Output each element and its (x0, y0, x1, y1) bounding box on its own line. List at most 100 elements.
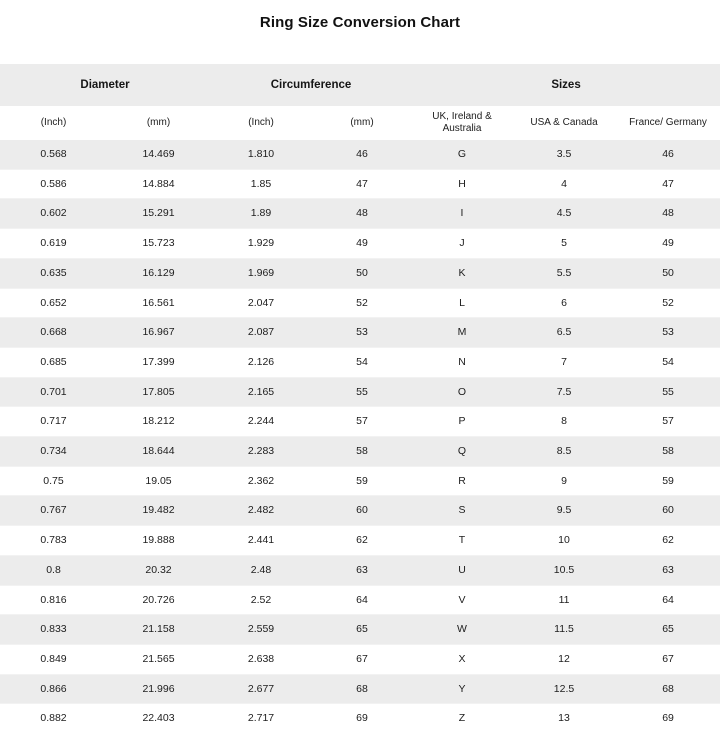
column-header-size-uk: UK, Ireland & Australia (432, 110, 492, 135)
table-body: 0.568 14.469 1.810 46 G 3.5 46 0.586 14.884 1.85 4… (0, 140, 720, 733)
cell-circumference-inch: 1.969 (210, 258, 312, 289)
cell-diameter-inch: 0.619 (0, 228, 107, 259)
cell-diameter-mm: 21.158 (107, 614, 210, 645)
cell-circumference-inch: 1.85 (210, 169, 312, 200)
cell-size-usa: 6.5 (512, 317, 617, 348)
cell-circumference-mm: 52 (312, 288, 413, 319)
cell-circumference-mm: 54 (312, 347, 413, 378)
cell-diameter-mm: 14.884 (107, 169, 210, 200)
cell-size-usa: 11 (512, 585, 617, 616)
cell-size-uk: L (412, 288, 513, 319)
cell-size-france: 65 (616, 614, 720, 645)
cell-size-uk: Z (458, 712, 466, 725)
table-row: 0.701 17.805 2.165 55 O 7.5 55 (0, 377, 720, 408)
cell-diameter-inch: 0.717 (0, 406, 107, 438)
cell-circumference-mm: 50 (312, 258, 413, 289)
cell-circumference-mm: 69 (356, 712, 368, 725)
cell-diameter-inch: 0.602 (0, 198, 107, 230)
cell-size-france: 67 (616, 644, 720, 675)
cell-size-usa: 13 (558, 712, 570, 725)
cell-size-usa: 8.5 (512, 436, 617, 467)
cell-diameter-mm: 19.05 (107, 466, 210, 497)
cell-circumference-inch: 2.638 (210, 644, 312, 675)
cell-diameter-mm: 19.482 (107, 495, 210, 527)
cell-size-usa: 9 (512, 466, 617, 497)
cell-size-uk: V (412, 585, 513, 616)
cell-size-france: 59 (616, 466, 720, 497)
cell-size-usa: 9.5 (512, 495, 617, 527)
cell-circumference-mm: 62 (312, 525, 413, 556)
page-title: Ring Size Conversion Chart (259, 14, 461, 31)
column-header-circumference-mm: (mm) (350, 116, 374, 128)
cell-size-france: 52 (616, 288, 720, 319)
cell-diameter-inch: 0.652 (0, 288, 107, 319)
cell-size-uk: J (412, 228, 513, 259)
cell-circumference-mm: 53 (312, 317, 413, 348)
cell-diameter-mm: 16.561 (107, 288, 210, 319)
cell-size-uk: S (412, 495, 513, 527)
cell-diameter-mm: 18.212 (107, 406, 210, 438)
cell-circumference-mm: 58 (312, 436, 413, 467)
table-row: 0.8 20.32 2.48 63 U 10.5 63 (0, 555, 720, 586)
group-header-diameter: Diameter (80, 79, 130, 91)
cell-size-usa: 5.5 (512, 258, 617, 289)
cell-diameter-inch: 0.685 (0, 347, 107, 378)
cell-circumference-mm: 49 (312, 228, 413, 259)
table-row: 0.866 21.996 2.677 68 Y 12.5 68 (0, 674, 720, 705)
cell-size-france: 53 (616, 317, 720, 348)
cell-size-usa: 10 (512, 525, 617, 556)
cell-size-usa: 4.5 (512, 198, 617, 230)
cell-size-usa: 4 (512, 169, 617, 200)
cell-size-uk: K (412, 258, 513, 289)
cell-size-usa: 12 (512, 644, 617, 675)
cell-size-usa: 8 (512, 406, 617, 438)
cell-circumference-inch: 2.717 (247, 712, 275, 725)
cell-size-uk: P (412, 406, 513, 438)
cell-circumference-inch: 1.929 (210, 228, 312, 259)
cell-circumference-mm: 55 (312, 377, 413, 408)
group-header-sizes: Sizes (551, 79, 581, 91)
cell-circumference-inch: 2.52 (210, 585, 312, 616)
cell-size-usa: 7 (512, 347, 617, 378)
table-row: 0.586 14.884 1.85 47 H 4 47 (0, 169, 720, 200)
cell-circumference-inch: 2.362 (210, 466, 312, 497)
cell-circumference-mm: 48 (312, 198, 413, 230)
cell-size-france: 60 (616, 495, 720, 527)
cell-circumference-mm: 60 (312, 495, 413, 527)
cell-circumference-inch: 2.482 (210, 495, 312, 527)
column-header-circumference-inch: (Inch) (248, 116, 274, 128)
cell-circumference-mm: 67 (312, 644, 413, 675)
cell-diameter-inch: 0.849 (0, 644, 107, 675)
cell-diameter-inch: 0.8 (0, 555, 107, 586)
cell-size-uk: T (412, 525, 513, 556)
cell-size-france: 57 (616, 406, 720, 438)
cell-diameter-inch: 0.635 (0, 258, 107, 289)
cell-size-uk: U (412, 555, 513, 586)
table-row: 0.568 14.469 1.810 46 G 3.5 46 (0, 140, 720, 170)
table-row: 0.783 19.888 2.441 62 T 10 62 (0, 525, 720, 556)
cell-diameter-mm: 15.291 (107, 198, 210, 230)
cell-size-france: 63 (616, 555, 720, 586)
column-header-size-usa: USA & Canada (530, 116, 598, 128)
sub-header-row: (Inch) (mm) (Inch) (mm) UK, Ireland & Austra… (0, 106, 720, 140)
cell-diameter-inch: 0.866 (0, 674, 107, 705)
table-row: 0.882 22.403 2.717 69 Z 13 69 (0, 703, 720, 733)
ring-size-conversion-table: Diameter Circumference Sizes (Inch) (mm) (In… (0, 64, 720, 733)
cell-size-uk: H (412, 169, 513, 200)
cell-diameter-mm: 17.399 (107, 347, 210, 378)
cell-size-uk: X (412, 644, 513, 675)
cell-size-france: 49 (616, 228, 720, 259)
cell-circumference-inch: 2.677 (210, 674, 312, 705)
cell-size-france: 50 (616, 258, 720, 289)
cell-circumference-mm: 68 (312, 674, 413, 705)
cell-size-france: 47 (616, 169, 720, 200)
group-header-row: Diameter Circumference Sizes (0, 64, 720, 106)
cell-diameter-inch: 0.816 (0, 585, 107, 616)
cell-circumference-inch: 2.165 (210, 377, 312, 408)
cell-size-uk: R (412, 466, 513, 497)
cell-size-usa: 7.5 (512, 377, 617, 408)
cell-diameter-mm: 20.32 (107, 555, 210, 586)
table-row: 0.767 19.482 2.482 60 S 9.5 60 (0, 495, 720, 527)
cell-diameter-inch: 0.568 (0, 140, 107, 170)
